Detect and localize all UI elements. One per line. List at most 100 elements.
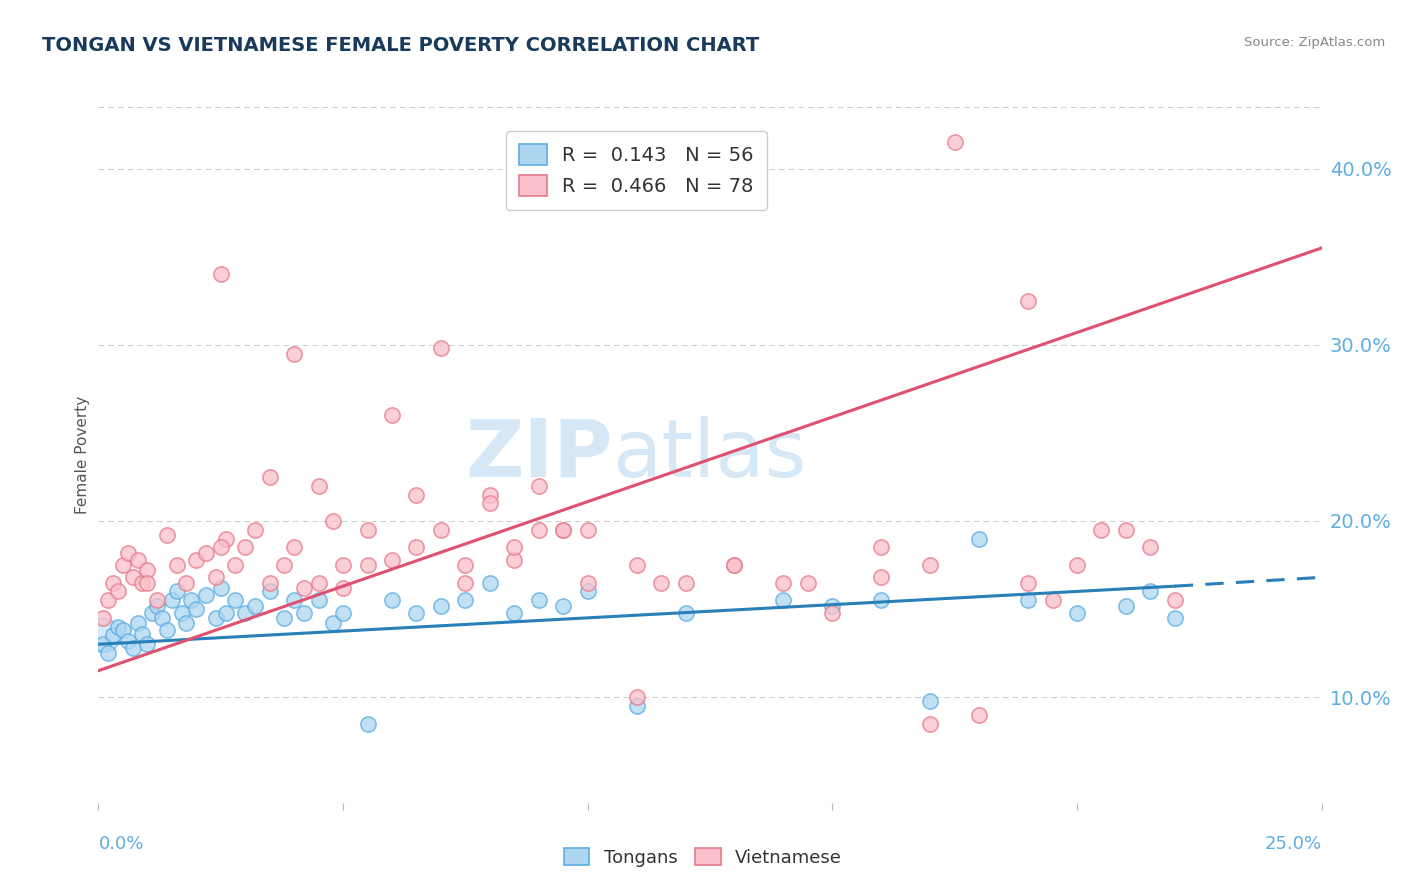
Legend: Tongans, Vietnamese: Tongans, Vietnamese — [557, 841, 849, 874]
Point — [186, 552, 208, 566]
Point — [1017, 593, 1039, 607]
Text: TONGAN VS VIETNAMESE FEMALE POVERTY CORRELATION CHART: TONGAN VS VIETNAMESE FEMALE POVERTY CORR… — [42, 36, 759, 54]
Point — [527, 523, 550, 537]
Point — [1115, 523, 1137, 537]
Point — [107, 620, 129, 634]
Point — [111, 558, 134, 572]
Point — [186, 602, 208, 616]
Point — [146, 593, 169, 607]
Point — [166, 584, 188, 599]
Point — [553, 523, 575, 537]
Point — [576, 575, 599, 590]
Point — [478, 487, 501, 501]
Point — [772, 593, 794, 607]
Point — [356, 558, 378, 572]
Point — [870, 593, 893, 607]
Point — [156, 623, 179, 637]
Point — [1017, 293, 1039, 308]
Point — [209, 541, 232, 555]
Point — [626, 558, 648, 572]
Point — [156, 528, 179, 542]
Point — [870, 570, 893, 584]
Point — [209, 581, 232, 595]
Y-axis label: Female Poverty: Female Poverty — [75, 396, 90, 514]
Point — [101, 628, 124, 642]
Point — [626, 698, 648, 713]
Point — [405, 606, 427, 620]
Point — [195, 546, 218, 560]
Point — [117, 633, 139, 648]
Point — [205, 570, 228, 584]
Point — [224, 593, 246, 607]
Point — [332, 558, 354, 572]
Point — [675, 575, 697, 590]
Point — [136, 637, 159, 651]
Point — [821, 599, 844, 613]
Point — [259, 470, 281, 484]
Point — [283, 346, 305, 360]
Point — [1139, 584, 1161, 599]
Point — [821, 606, 844, 620]
Point — [454, 558, 477, 572]
Point — [136, 563, 159, 577]
Point — [111, 623, 134, 637]
Point — [576, 584, 599, 599]
Point — [176, 575, 198, 590]
Point — [430, 599, 453, 613]
Point — [150, 611, 173, 625]
Point — [943, 135, 966, 149]
Point — [527, 593, 550, 607]
Point — [308, 593, 330, 607]
Point — [1042, 593, 1064, 607]
Point — [170, 606, 193, 620]
Point — [381, 409, 404, 423]
Text: ZIP: ZIP — [465, 416, 612, 494]
Point — [121, 570, 143, 584]
Point — [430, 342, 453, 356]
Point — [405, 541, 427, 555]
Point — [308, 575, 330, 590]
Point — [136, 575, 159, 590]
Point — [1139, 541, 1161, 555]
Point — [332, 581, 354, 595]
Point — [1090, 523, 1112, 537]
Point — [626, 690, 648, 705]
Point — [772, 575, 794, 590]
Point — [292, 606, 315, 620]
Legend: R =  0.143   N = 56, R =  0.466   N = 78: R = 0.143 N = 56, R = 0.466 N = 78 — [506, 130, 768, 210]
Point — [205, 611, 228, 625]
Point — [259, 584, 281, 599]
Point — [233, 541, 256, 555]
Point — [97, 646, 120, 660]
Point — [283, 541, 305, 555]
Point — [131, 626, 153, 640]
Point — [478, 575, 501, 590]
Point — [553, 523, 575, 537]
Point — [180, 593, 202, 607]
Point — [870, 541, 893, 555]
Point — [121, 640, 143, 655]
Point — [920, 716, 942, 731]
Point — [273, 558, 295, 572]
Point — [322, 514, 344, 528]
Point — [356, 523, 378, 537]
Point — [273, 611, 295, 625]
Text: atlas: atlas — [612, 416, 807, 494]
Point — [675, 606, 697, 620]
Point — [503, 541, 526, 555]
Point — [91, 628, 114, 642]
Point — [101, 575, 124, 590]
Point — [243, 523, 266, 537]
Point — [430, 523, 453, 537]
Point — [117, 546, 139, 560]
Point — [503, 606, 526, 620]
Point — [381, 552, 404, 566]
Point — [920, 693, 942, 707]
Point — [967, 707, 990, 722]
Point — [527, 479, 550, 493]
Point — [214, 606, 236, 620]
Point — [97, 593, 120, 607]
Text: 0.0%: 0.0% — [98, 835, 143, 853]
Point — [503, 552, 526, 566]
Point — [1115, 599, 1137, 613]
